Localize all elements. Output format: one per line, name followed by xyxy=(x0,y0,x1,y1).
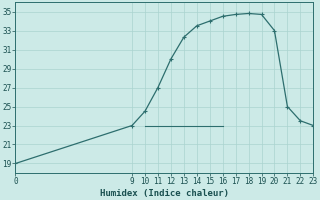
X-axis label: Humidex (Indice chaleur): Humidex (Indice chaleur) xyxy=(100,189,229,198)
